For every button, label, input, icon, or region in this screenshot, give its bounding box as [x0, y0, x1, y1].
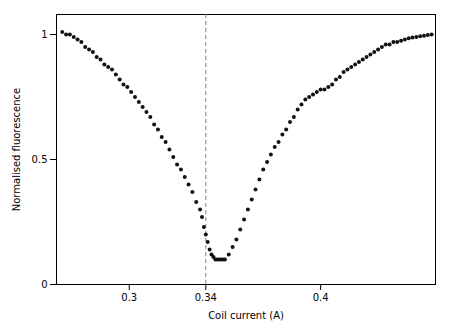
- svg-text:Coil current (A): Coil current (A): [208, 310, 284, 321]
- svg-text:0.3: 0.3: [121, 292, 137, 303]
- svg-text:0: 0: [41, 279, 47, 290]
- svg-text:0.4: 0.4: [313, 292, 329, 303]
- svg-text:Normalised fluorescence: Normalised fluorescence: [11, 88, 22, 212]
- svg-text:0.34: 0.34: [195, 292, 217, 303]
- svg-text:1: 1: [41, 29, 47, 40]
- svg-text:0.5: 0.5: [32, 154, 48, 165]
